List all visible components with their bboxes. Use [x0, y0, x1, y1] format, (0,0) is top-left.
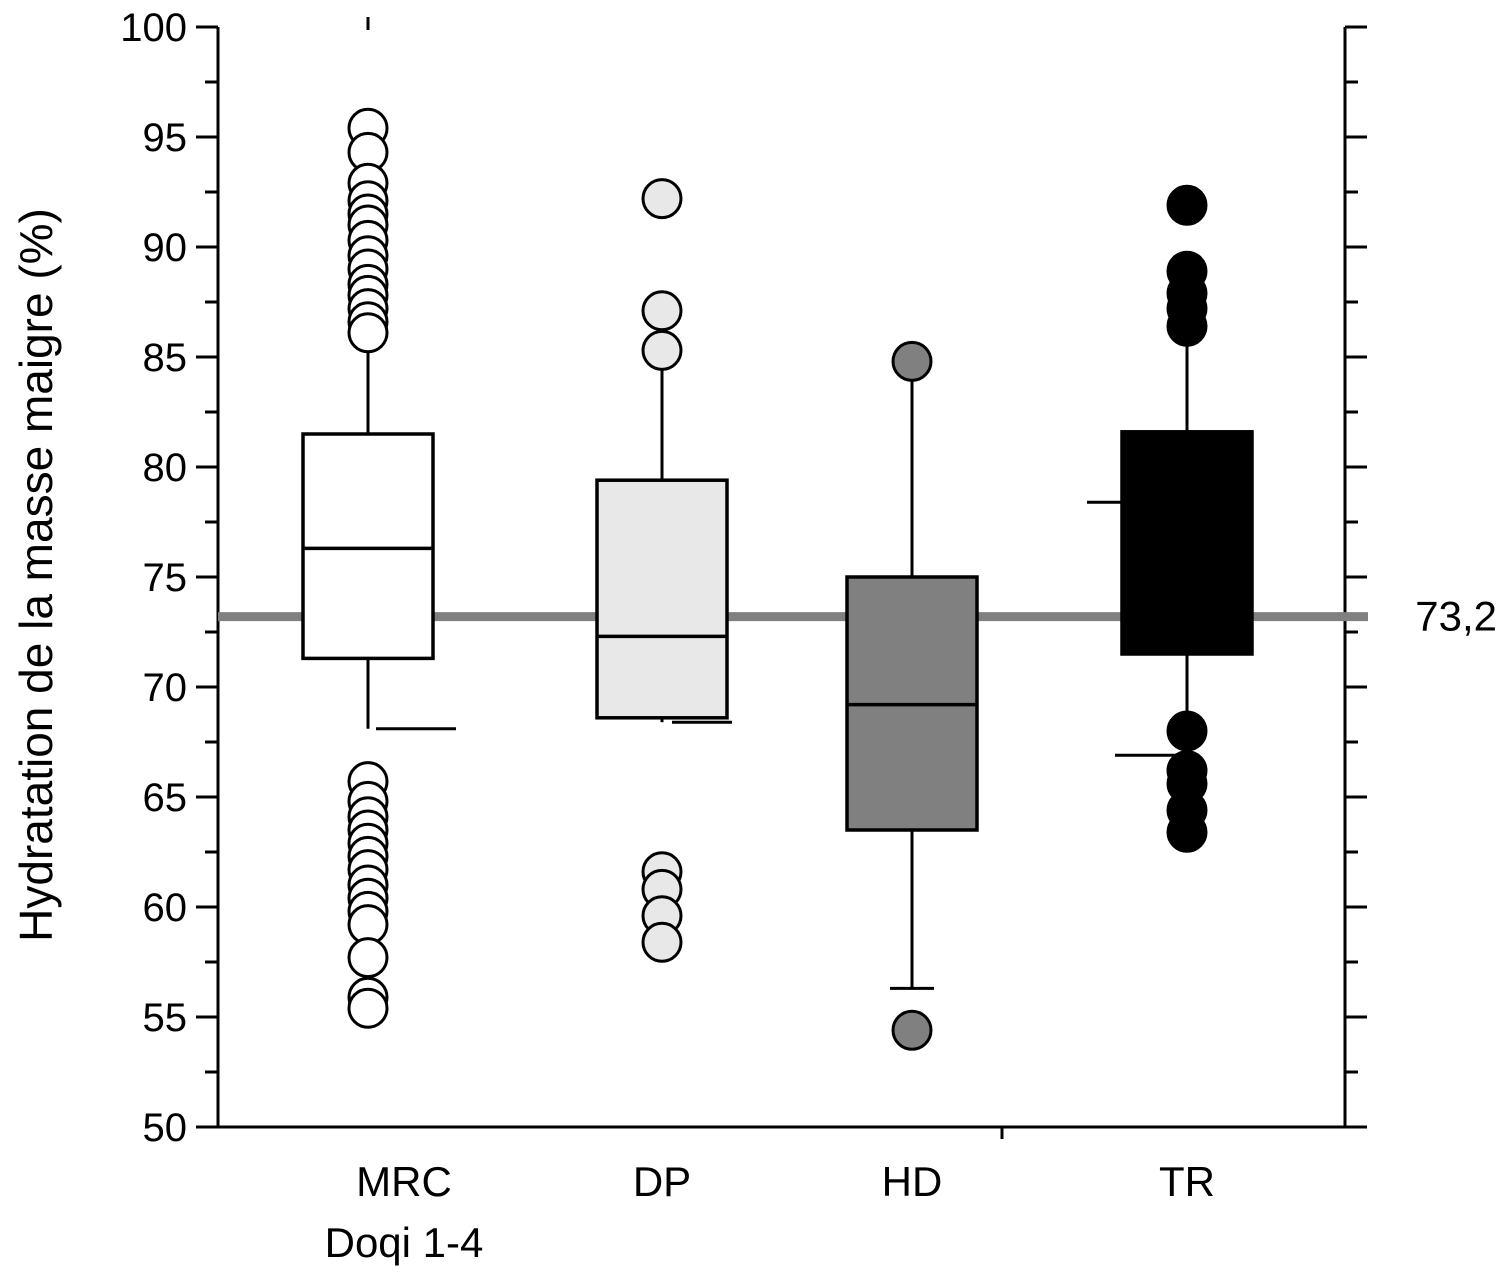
category-label: DP	[633, 1158, 691, 1205]
category-label: HD	[882, 1158, 943, 1205]
y-axis-title: Hydratation de la masse maigre (%)	[10, 208, 62, 942]
box	[595, 478, 729, 720]
category-label: MRC	[356, 1158, 452, 1205]
y-tick-label: 50	[143, 1106, 188, 1150]
outlier-point	[347, 937, 389, 979]
y-tick-label: 85	[143, 336, 188, 380]
axes: 50 55 60 65 70 75 80 85 90 95 100	[120, 6, 1367, 1150]
y-tick-label: 65	[143, 776, 188, 820]
outlier-point	[1166, 710, 1208, 752]
box-group-dp	[595, 178, 732, 963]
box-group-hd	[845, 340, 979, 1051]
y-tick-label: 75	[143, 556, 188, 600]
y-tick-label: 90	[143, 226, 188, 270]
y-tick-label: 55	[143, 996, 188, 1040]
outlier-point	[641, 290, 683, 332]
outlier-point	[641, 178, 683, 220]
y-tick-label: 100	[120, 6, 187, 50]
outlier-point	[891, 340, 933, 382]
outlier-point	[347, 312, 389, 354]
y-tick-label: 60	[143, 886, 188, 930]
outlier-point	[891, 1009, 933, 1051]
outlier-point	[1166, 811, 1208, 853]
outlier-point	[641, 329, 683, 371]
outlier-point	[347, 987, 389, 1029]
y-tick-label: 70	[143, 666, 188, 710]
box-group-tr	[1087, 184, 1254, 853]
box-group-mrc	[301, 107, 456, 1029]
labels-group: MRC Doqi 1-4 DP HD TR	[325, 1158, 1215, 1266]
outlier-point	[641, 921, 683, 963]
category-label: TR	[1159, 1158, 1215, 1205]
category-label-line2: Doqi 1-4	[325, 1219, 484, 1266]
y-tick-label: 95	[143, 116, 188, 160]
boxes-group	[301, 107, 1254, 1051]
box	[301, 432, 435, 661]
box	[1120, 430, 1254, 656]
reference-line-label: 73,2	[1415, 593, 1497, 640]
y-tick-label: 80	[143, 446, 188, 490]
outlier-point	[1166, 184, 1208, 226]
outlier-point	[1166, 305, 1208, 347]
